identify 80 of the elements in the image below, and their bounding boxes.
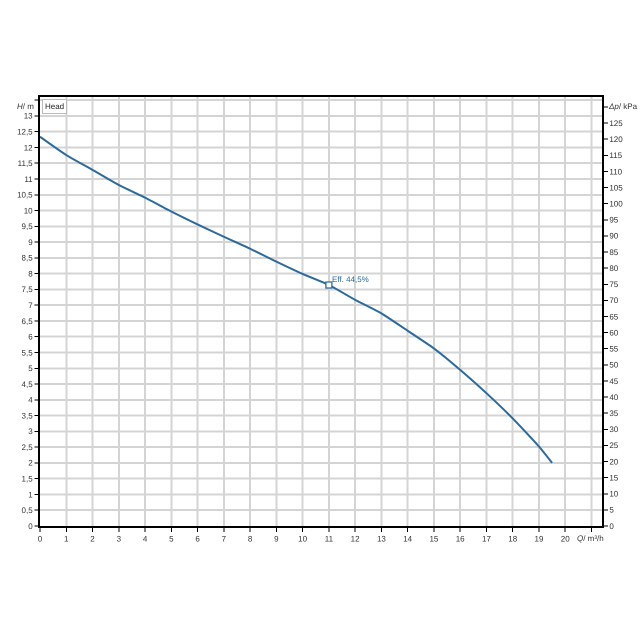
- y-tick-label: 6: [28, 332, 34, 342]
- x-tick-label: 8: [248, 534, 253, 544]
- y2-tick-label: 115: [609, 151, 623, 160]
- y2-tick-label: 30: [609, 425, 619, 434]
- y-tick-label: 6,5: [22, 316, 34, 326]
- y2-tick-label: 35: [609, 408, 619, 418]
- y-tick-label: 0: [28, 522, 34, 531]
- y2-tick-label: 50: [609, 360, 619, 370]
- x-tick-label: 2: [90, 534, 96, 544]
- y-tick-label: 4,5: [22, 380, 34, 389]
- y2-tick-label: 120: [609, 135, 624, 144]
- x-tick-label: 12: [350, 534, 360, 544]
- y-tick-label: 7: [28, 300, 34, 310]
- line-series: [40, 136, 554, 464]
- x-tick-label: 14: [403, 534, 413, 544]
- y-tick-label: 3: [28, 427, 34, 436]
- y2-tick-label: 55: [609, 344, 619, 354]
- x-tick-label: 13: [376, 534, 386, 544]
- y2-tick-label: 15: [609, 473, 619, 482]
- y2-tick-label: 85: [609, 248, 619, 257]
- y-tick-label: 7,5: [22, 285, 34, 294]
- x-tick-label: 18: [508, 534, 518, 544]
- y-tick-label: 2: [28, 458, 34, 468]
- y-tick-label: 8: [28, 269, 34, 278]
- y2-tick-label: 25: [609, 441, 619, 450]
- y2-tick-label: 20: [609, 457, 619, 466]
- y2-tick-label: 65: [609, 312, 619, 322]
- y-tick-label: 4: [28, 396, 34, 405]
- y2-tick-label: 60: [609, 328, 619, 338]
- y2-tick-label: 75: [609, 280, 619, 290]
- y-tick-label: 13: [24, 112, 34, 121]
- y-tick-label: 0,5: [22, 506, 34, 516]
- y2-axis-title: Δp/ kPa: [608, 102, 638, 111]
- y-tick-label: 1: [28, 490, 34, 500]
- y2-tick-label: 110: [609, 167, 623, 176]
- y2-tick-label: 0: [609, 522, 614, 531]
- y2-tick-label: 5: [609, 506, 614, 515]
- y2-tick-label: 45: [609, 376, 619, 386]
- y2-tick-label: 125: [609, 118, 624, 128]
- y-tick-label: 5,5: [22, 348, 34, 358]
- y-tick-label: 12,5: [17, 128, 34, 136]
- y-tick-label: 9,5: [22, 222, 34, 232]
- y-tick-label: 3,5: [22, 411, 34, 420]
- y-tick-label: 9: [28, 238, 34, 247]
- x-axis-title: Q/ m³/h: [577, 534, 604, 543]
- y-tick-label: 8,5: [22, 254, 34, 263]
- y2-tick-label: 105: [609, 183, 624, 192]
- x-tick-label: 19: [534, 534, 544, 544]
- x-tick-label: 3: [116, 534, 122, 544]
- x-tick-label: 7: [222, 534, 227, 544]
- y-tick-label: 12: [24, 143, 34, 152]
- y2-tick-label: 100: [609, 199, 624, 208]
- x-tick-label: 6: [195, 534, 200, 544]
- x-tick-label: 9: [274, 534, 280, 544]
- y-tick-label: 10,5: [17, 190, 34, 200]
- y2-tick-label: 70: [609, 296, 619, 306]
- y2-tick-label: 90: [609, 232, 619, 241]
- y2-tick-label: 40: [609, 392, 619, 402]
- y2-tick-label: 95: [609, 216, 619, 225]
- x-tick-label: 10: [298, 534, 308, 544]
- y-tick-label: 11,5: [18, 159, 34, 168]
- x-tick-label: 15: [429, 534, 439, 544]
- x-tick-label: 4: [142, 534, 148, 544]
- y-tick-label: 1,5: [22, 474, 34, 484]
- x-tick-label: 5: [169, 534, 174, 544]
- text: Head: [45, 102, 64, 111]
- y-tick-label: 11: [24, 174, 34, 184]
- y-tick-label: 2,5: [22, 442, 34, 452]
- x-tick-label: 1: [64, 534, 70, 544]
- x-tick-label: 0: [38, 534, 43, 544]
- y2-tick-label: 80: [609, 264, 619, 273]
- x-tick-label: 20: [560, 534, 570, 544]
- annotation: Eff. 44,5%: [332, 275, 369, 284]
- x-tick-label: 16: [456, 534, 466, 544]
- y-tick-label: 10: [24, 206, 34, 216]
- y-axis-title: H/ m: [17, 102, 34, 111]
- x-tick-label: 11: [324, 534, 334, 544]
- x-tick-label: 17: [482, 534, 492, 544]
- y2-tick-label: 10: [609, 490, 619, 499]
- y-tick-label: 5: [28, 364, 34, 374]
